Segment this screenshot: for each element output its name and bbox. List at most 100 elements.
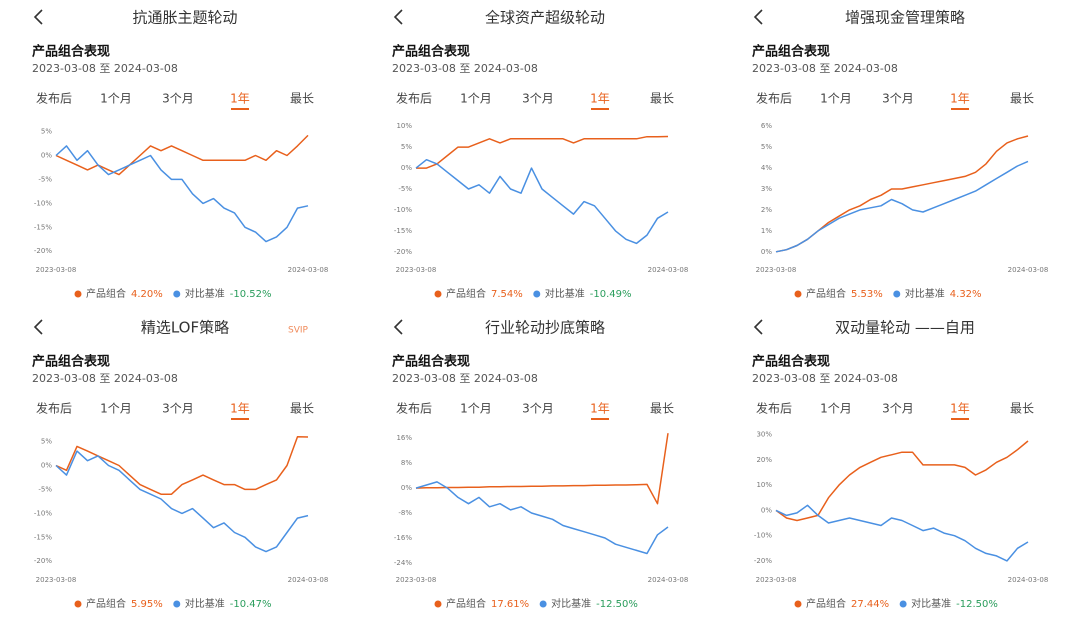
period-tab[interactable]: 最长 xyxy=(650,92,674,106)
period-tab[interactable]: 最长 xyxy=(1010,92,1034,106)
section-title: 产品组合表现 xyxy=(32,44,110,60)
series-line xyxy=(55,436,309,495)
period-tab[interactable]: 发布后 xyxy=(396,401,432,416)
y-tick-label: -20% xyxy=(34,247,52,255)
section-title: 产品组合表现 xyxy=(392,44,470,60)
legend-dot xyxy=(899,600,907,608)
legend-value: 4.20% xyxy=(131,289,163,300)
y-tick-label: 10% xyxy=(396,122,412,130)
series-line xyxy=(415,481,669,555)
x-tick-label: 2023-03-08 xyxy=(36,576,77,584)
period-tab[interactable]: 1年 xyxy=(950,92,970,106)
back-button[interactable] xyxy=(33,319,43,335)
legend-name: 产品组合 xyxy=(446,287,486,300)
y-tick-label: 0% xyxy=(401,484,412,492)
date-range: 2023-03-08 至 2024-03-08 xyxy=(32,62,178,75)
date-range: 2023-03-08 至 2024-03-08 xyxy=(752,372,898,385)
period-tab[interactable]: 3个月 xyxy=(882,402,914,416)
period-tab[interactable]: 1年 xyxy=(230,402,250,416)
legend-name: 对比基准 xyxy=(545,287,585,300)
section-title: 产品组合表现 xyxy=(752,44,830,60)
date-range: 2023-03-08 至 2024-03-08 xyxy=(392,372,538,385)
y-tick-label: 3% xyxy=(761,185,772,193)
period-tab[interactable]: 1个月 xyxy=(100,92,132,106)
x-tick-label: 2024-03-08 xyxy=(288,576,329,584)
period-tab[interactable]: 发布后 xyxy=(36,401,72,416)
back-button[interactable] xyxy=(753,319,763,335)
legend-name: 产品组合 xyxy=(446,597,486,610)
y-tick-label: 2% xyxy=(761,206,772,214)
x-tick-label: 2024-03-08 xyxy=(288,266,329,274)
legend-dot xyxy=(539,600,547,608)
period-tab[interactable]: 3个月 xyxy=(522,402,554,416)
page-title: 双动量轮动 ——自用 xyxy=(835,319,975,337)
period-tab[interactable]: 1个月 xyxy=(100,402,132,416)
series-line xyxy=(775,440,1029,522)
period-tab[interactable]: 发布后 xyxy=(756,401,792,416)
legend-value: -10.47% xyxy=(230,599,272,610)
y-tick-label: -10% xyxy=(754,532,772,540)
date-range: 2023-03-08 至 2024-03-08 xyxy=(752,62,898,75)
period-tab[interactable]: 最长 xyxy=(650,402,674,416)
x-tick-label: 2024-03-08 xyxy=(648,266,689,274)
legend-dot xyxy=(533,290,541,298)
tab-underline xyxy=(951,418,969,420)
legend-name: 对比基准 xyxy=(905,287,945,300)
period-tab[interactable]: 3个月 xyxy=(522,92,554,106)
y-tick-label: 5% xyxy=(41,128,52,136)
period-tab[interactable]: 3个月 xyxy=(162,92,194,106)
back-button[interactable] xyxy=(33,9,43,25)
y-tick-label: -5% xyxy=(398,185,412,193)
back-button[interactable] xyxy=(753,9,763,25)
period-tab[interactable]: 发布后 xyxy=(756,91,792,106)
y-tick-label: -10% xyxy=(34,509,52,517)
legend-dot xyxy=(173,600,181,608)
period-tab[interactable]: 1个月 xyxy=(460,92,492,106)
back-button[interactable] xyxy=(393,319,403,335)
period-tab[interactable]: 1年 xyxy=(590,402,610,416)
y-tick-label: -20% xyxy=(754,557,772,565)
series-line xyxy=(775,504,1029,562)
period-tab[interactable]: 3个月 xyxy=(162,402,194,416)
y-tick-label: 1% xyxy=(761,227,772,235)
series-line xyxy=(55,145,309,243)
legend-value: 7.54% xyxy=(491,289,523,300)
period-tab[interactable]: 1个月 xyxy=(820,92,852,106)
series-line xyxy=(55,450,309,553)
date-range: 2023-03-08 至 2024-03-08 xyxy=(392,62,538,75)
period-tab[interactable]: 发布后 xyxy=(396,91,432,106)
tab-underline xyxy=(951,108,969,110)
y-tick-label: -10% xyxy=(34,199,52,207)
period-tab[interactable]: 最长 xyxy=(290,402,314,416)
legend-dot xyxy=(74,600,82,608)
period-tab[interactable]: 发布后 xyxy=(36,91,72,106)
y-tick-label: -5% xyxy=(38,485,52,493)
x-tick-label: 2023-03-08 xyxy=(36,266,77,274)
series-line xyxy=(55,134,309,176)
back-button[interactable] xyxy=(393,9,403,25)
legend-value: 27.44% xyxy=(851,599,889,610)
page-title: 全球资产超级轮动 xyxy=(485,9,605,27)
period-tab[interactable]: 1个月 xyxy=(820,402,852,416)
period-tab[interactable]: 1个月 xyxy=(460,402,492,416)
series-line xyxy=(775,160,1029,253)
period-tab[interactable]: 最长 xyxy=(1010,402,1034,416)
page-title: 增强现金管理策略 xyxy=(845,9,965,27)
y-tick-label: 30% xyxy=(756,431,772,439)
legend-value: 4.32% xyxy=(950,289,982,300)
period-tab[interactable]: 最长 xyxy=(290,92,314,106)
legend-name: 对比基准 xyxy=(551,597,591,610)
y-tick-label: 0% xyxy=(401,164,412,172)
period-tab[interactable]: 1年 xyxy=(590,92,610,106)
section-title: 产品组合表现 xyxy=(32,354,110,370)
period-tab[interactable]: 3个月 xyxy=(882,92,914,106)
y-tick-label: 8% xyxy=(401,459,412,467)
legend-value: -10.52% xyxy=(230,289,272,300)
y-tick-label: 16% xyxy=(396,434,412,442)
tab-underline xyxy=(591,418,609,420)
period-tab[interactable]: 1年 xyxy=(950,402,970,416)
page-title: 抗通胀主题轮动 xyxy=(132,9,237,27)
legend-dot xyxy=(173,290,181,298)
y-tick-label: -8% xyxy=(398,509,412,517)
period-tab[interactable]: 1年 xyxy=(230,92,250,106)
